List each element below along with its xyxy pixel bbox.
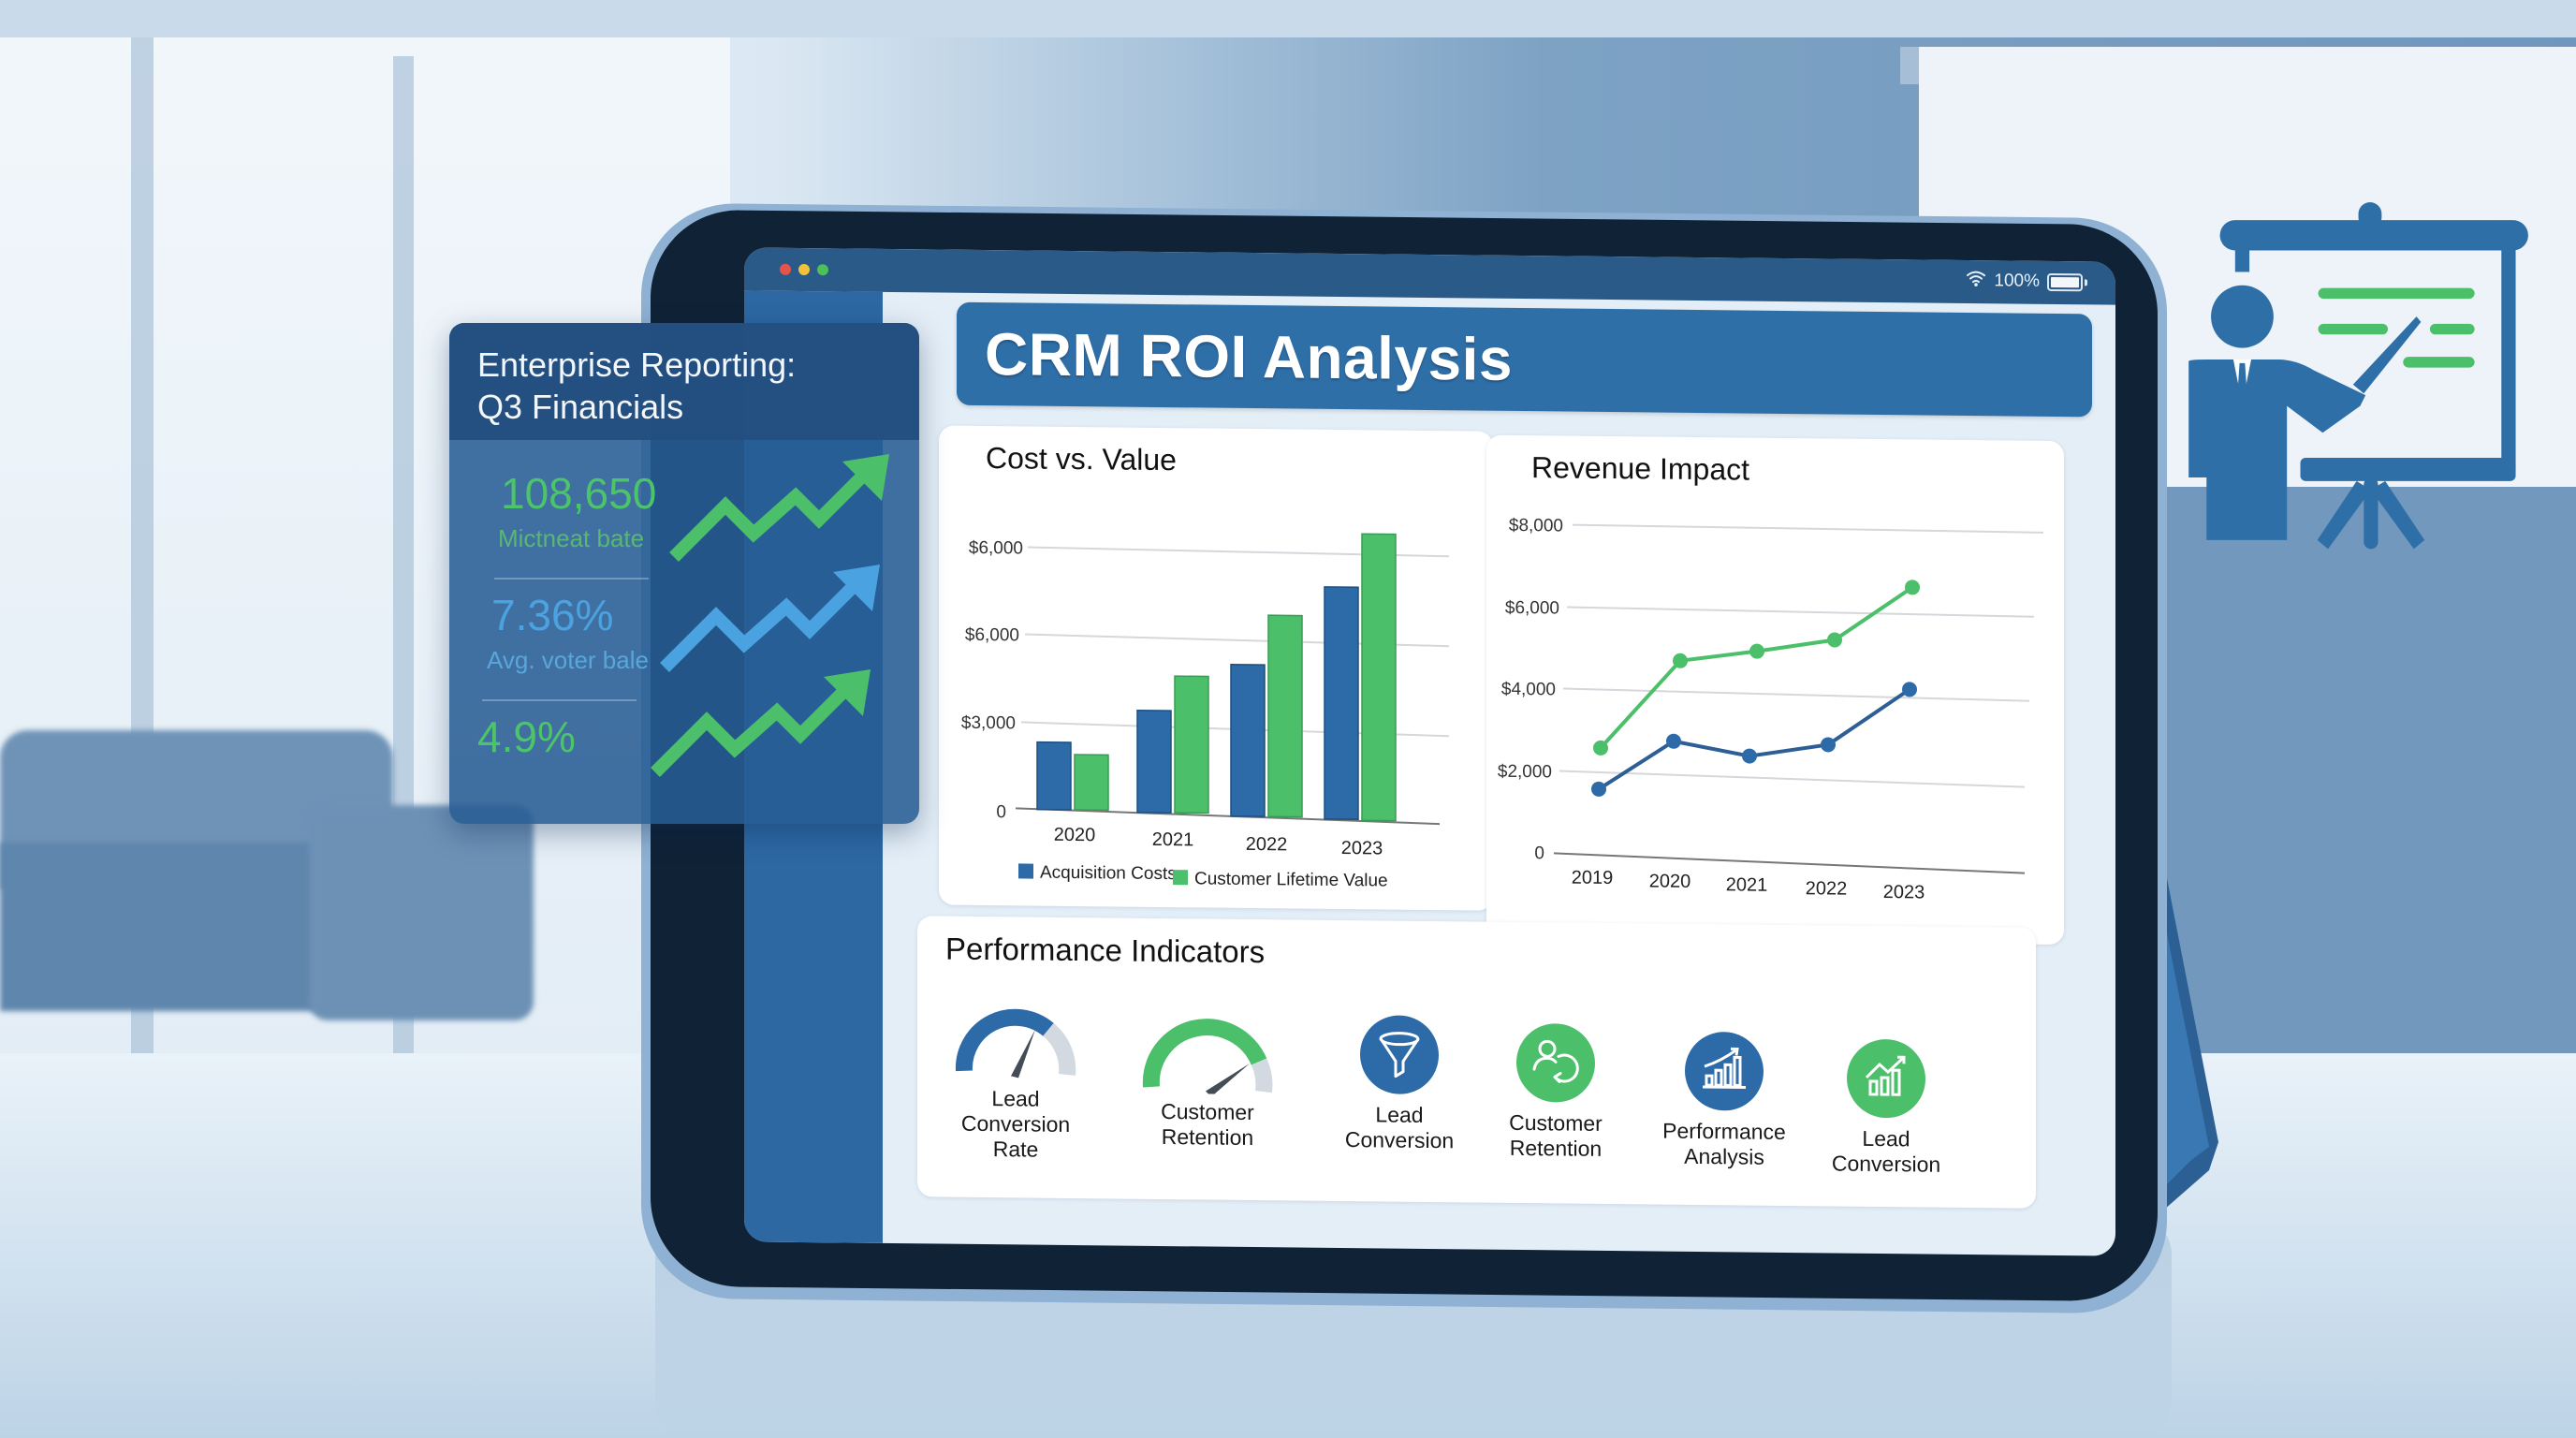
legend-label: Acquisition Costs	[1040, 863, 1177, 885]
enterprise-reporting-overlay: Enterprise Reporting: Q3 Financials 108,…	[449, 323, 919, 824]
x-tick: 2021	[1726, 874, 1767, 895]
overlay-title: Enterprise Reporting: Q3 Financials	[477, 344, 796, 428]
battery-percent: 100%	[1994, 271, 2040, 291]
x-tick: 2023	[1341, 838, 1383, 858]
x-tick: 2023	[1883, 882, 1925, 902]
battery-icon	[2047, 272, 2083, 291]
revenue-impact-chart: $8,000 $6,000 $4,000 $2,000 0 2019 2020 …	[1498, 516, 2044, 903]
y-tick: 0	[996, 802, 1006, 822]
kpi-lead-conversion-trend[interactable]: Lead Conversion	[1821, 1035, 1952, 1177]
metric-label: Mictneat bate	[498, 524, 645, 552]
status-bar: 100%	[1966, 270, 2087, 293]
minimize-window-button[interactable]	[798, 263, 810, 276]
kpi-customer-retention[interactable]: Customer Retention	[1490, 1020, 1621, 1162]
overlay-title-line1: Enterprise Reporting:	[477, 345, 797, 384]
y-tick: 0	[1534, 844, 1544, 863]
y-tick: $6,000	[965, 625, 1019, 646]
kpi-label: Performance	[1662, 1118, 1786, 1144]
metric-value: 108,650	[501, 469, 657, 518]
presenter-icon	[2153, 183, 2546, 576]
y-tick: $6,000	[1505, 598, 1559, 619]
metric-label: Avg. voter bale	[487, 646, 649, 674]
metric-value: 4.9%	[477, 712, 576, 761]
kpi-label: Customer	[1161, 1098, 1254, 1125]
kpi-label: Rate	[992, 1137, 1039, 1162]
y-tick: $3,000	[961, 713, 1016, 734]
close-window-button[interactable]	[780, 263, 791, 275]
wifi-icon	[1966, 270, 1986, 292]
kpi-lead-conversion[interactable]: Lead Conversion	[1334, 1012, 1465, 1153]
overlay-title-line2: Q3 Financials	[477, 388, 684, 426]
legend-swatch-clv	[1173, 870, 1188, 886]
background-cabinet	[2144, 487, 2576, 1058]
page-title: CRM ROI Analysis	[985, 320, 1513, 393]
overlay-header: Enterprise Reporting: Q3 Financials	[449, 323, 919, 440]
kpi-label: Customer	[1509, 1109, 1603, 1136]
bar-chart-trend-icon	[1847, 1039, 1925, 1119]
y-tick: $4,000	[1501, 680, 1556, 700]
page-header: CRM ROI Analysis	[957, 301, 2092, 418]
window-titlebar: 100%	[744, 247, 2115, 305]
bar-chart-up-icon	[1685, 1032, 1764, 1111]
y-tick: $8,000	[1509, 516, 1563, 536]
y-tick: $6,000	[969, 538, 1023, 559]
x-tick: 2020	[1649, 871, 1690, 891]
funnel-icon	[1360, 1015, 1439, 1094]
x-tick: 2020	[1054, 825, 1095, 845]
x-tick: 2022	[1806, 878, 1847, 899]
kpi-label: Retention	[1509, 1135, 1603, 1161]
revenue-impact-card: Revenue Impact $8,000 $6,000 $4,000 $2,0…	[1486, 434, 2064, 946]
y-tick: $2,000	[1498, 762, 1552, 783]
gauge-icon	[955, 1008, 1076, 1078]
trend-up-green-icon	[651, 669, 871, 777]
performance-indicators-card: Performance Indicators Lead Conversion R…	[917, 916, 2036, 1209]
kpi-label: Conversion	[1831, 1151, 1941, 1177]
x-tick: 2021	[1152, 829, 1193, 850]
kpi-label: Lead Conversion	[960, 1086, 1071, 1137]
cost-vs-value-chart: $6,000 $6,000 $3,000 0 2020 2021 2022	[961, 533, 1450, 891]
kpi-label: Retention	[1161, 1123, 1254, 1151]
kpi-customer-retention-gauge[interactable]: Customer Retention	[1128, 1005, 1287, 1152]
maximize-window-button[interactable]	[817, 264, 828, 276]
sofa-arm	[309, 805, 534, 1020]
gauge-icon	[1142, 1019, 1273, 1097]
kpi-lead-conversion-rate[interactable]: Lead Conversion Rate	[936, 990, 1095, 1163]
kpi-performance-analysis[interactable]: Performance Analysis	[1654, 1029, 1794, 1171]
trend-up-blue-icon	[660, 565, 880, 672]
battery-tip	[2085, 278, 2087, 286]
kpi-label: Lead	[1862, 1125, 1910, 1152]
divider	[494, 578, 649, 580]
legend-swatch-acquisition	[1018, 863, 1033, 879]
trend-up-green-icon	[669, 454, 889, 562]
kpi-label: Lead	[1375, 1102, 1424, 1127]
x-tick: 2022	[1246, 834, 1287, 855]
tablet-screen: 100% CRM ROI Analysis Cost vs. Value $6,…	[744, 247, 2115, 1256]
kpi-label: Conversion	[1344, 1127, 1455, 1153]
card-title: Performance Indicators	[945, 931, 1266, 970]
user-cycle-icon	[1516, 1023, 1595, 1103]
kpi-label: Analysis	[1684, 1143, 1764, 1169]
x-tick: 2019	[1572, 868, 1613, 888]
cost-vs-value-card: Cost vs. Value $6,000 $6,000 $3,000 0	[939, 425, 1493, 911]
ceiling-beam	[0, 0, 2576, 37]
divider	[482, 699, 637, 701]
metric-value: 7.36%	[491, 591, 614, 639]
legend-label: Customer Lifetime Value	[1194, 869, 1388, 890]
